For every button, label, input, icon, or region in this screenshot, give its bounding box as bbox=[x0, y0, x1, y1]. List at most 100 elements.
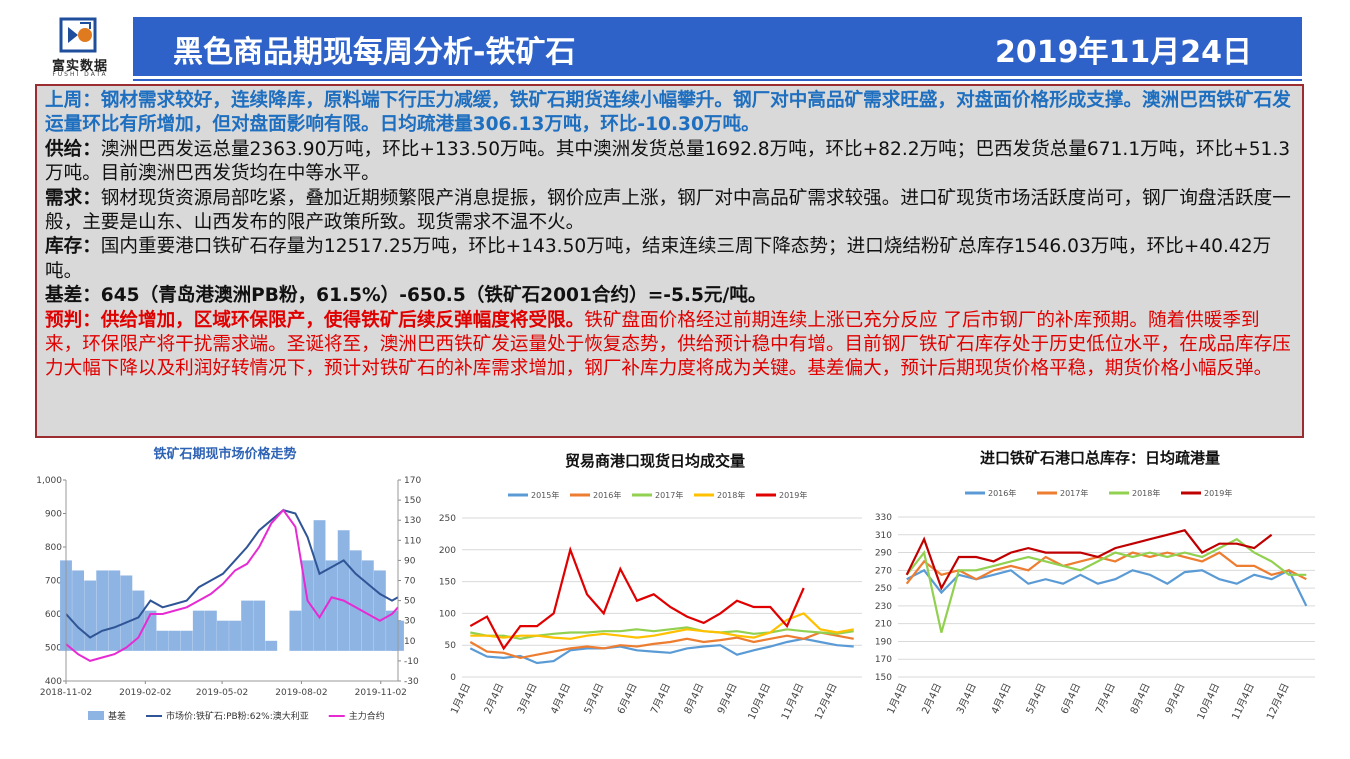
legend-label: 2016年 bbox=[593, 490, 621, 500]
label: 供给： bbox=[45, 138, 101, 160]
x-tick-label: 9月4日 bbox=[1163, 681, 1188, 716]
legend-label: 市场价:铁矿石:PB粉:62%:澳大利亚 bbox=[166, 710, 309, 722]
x-tick-label: 3月4日 bbox=[515, 681, 540, 716]
x-tick-label: 1月4日 bbox=[448, 681, 473, 716]
area-bar bbox=[156, 630, 169, 651]
text: 澳洲巴西发运总量2363.90万吨，环比+133.50万吨。其中澳洲发货总量16… bbox=[45, 138, 1291, 185]
tick-label: 210 bbox=[875, 620, 892, 630]
chart-title: 铁矿石期现市场价格走势 bbox=[152, 446, 296, 462]
paragraph: 预判：供给增加，区域环保限产，使得铁矿后续反弹幅度将受限。铁矿盘面价格经过前期连… bbox=[45, 309, 1294, 382]
x-tick-label: 12月4日 bbox=[812, 681, 839, 722]
text: 钢材需求较好，连续降库，原料端下行压力减缓，铁矿石期货连续小幅攀升。钢厂对中高品… bbox=[45, 90, 1291, 136]
area-bar bbox=[313, 520, 326, 651]
paragraph: 供给：澳洲巴西发运总量2363.90万吨，环比+133.50万吨。其中澳洲发货总… bbox=[45, 138, 1294, 187]
series-line bbox=[469, 546, 805, 651]
legend-label: 2016年 bbox=[988, 488, 1016, 498]
tick-label: 200 bbox=[439, 546, 456, 556]
series-line bbox=[905, 529, 1273, 591]
area-bar bbox=[132, 590, 145, 651]
area-bar bbox=[373, 570, 386, 651]
area-bar bbox=[301, 560, 314, 651]
tick-label: 30 bbox=[404, 617, 416, 627]
x-tick-label: 7月4日 bbox=[648, 681, 673, 716]
legend-swatch bbox=[88, 711, 104, 720]
tick-label: 150 bbox=[439, 578, 456, 588]
tick-label: 400 bbox=[45, 677, 62, 687]
x-tick-label: 11月4日 bbox=[779, 681, 806, 722]
title: 黑色商品期现每周分析-铁矿石 bbox=[173, 35, 576, 70]
x-tick-label: 5月4日 bbox=[1024, 681, 1049, 716]
paragraph: 上周：钢材需求较好，连续降库，原料端下行压力减缓，铁矿石期货连续小幅攀升。钢厂对… bbox=[45, 89, 1294, 138]
x-tick-label: 6月4日 bbox=[1058, 681, 1083, 716]
text: 铁矿盘面价格经过前期连续上涨已充分反应 了后市钢厂的补库预期。随着供暖季到来，环… bbox=[45, 309, 1291, 380]
tick-label: 170 bbox=[404, 476, 421, 486]
logo: 富实数据 FUSHI DATA bbox=[28, 15, 128, 78]
series-line bbox=[469, 637, 854, 665]
legend-label: 基差 bbox=[108, 710, 126, 722]
area-bar bbox=[168, 630, 181, 651]
area-bar bbox=[144, 610, 157, 651]
area-bar bbox=[349, 550, 362, 651]
series-line bbox=[905, 537, 1307, 633]
text: 钢材现货资源局部吃紧，叠加近期频繁限产消息提振，钢价应声上涨，钢厂对中高品矿需求… bbox=[45, 187, 1291, 234]
legend-label: 2017年 bbox=[655, 490, 683, 500]
x-tick-label: 2月4日 bbox=[919, 681, 944, 716]
x-tick-label: 9月4日 bbox=[715, 681, 740, 716]
tick-label: -30 bbox=[404, 677, 419, 687]
area-bar bbox=[386, 610, 398, 651]
x-tick-label: 2019-08-02 bbox=[275, 688, 327, 698]
area-bar bbox=[120, 575, 133, 651]
legend-label: 2018年 bbox=[1132, 488, 1160, 498]
tick-label: 190 bbox=[875, 637, 892, 647]
tick-label: 230 bbox=[875, 602, 892, 612]
date: 2019年11月24日 bbox=[995, 35, 1252, 70]
series-line bbox=[65, 508, 399, 662]
tick-label: 270 bbox=[875, 566, 892, 576]
logo-sub: FUSHI DATA bbox=[52, 71, 108, 78]
tick-label: 0 bbox=[450, 673, 456, 683]
chart-title: 贸易商港口现货日均成交量 bbox=[565, 452, 745, 470]
tick-label: 500 bbox=[45, 644, 62, 654]
tick-label: 800 bbox=[45, 543, 62, 553]
x-tick-label: 11月4日 bbox=[1230, 681, 1257, 722]
tick-label: 50 bbox=[404, 597, 416, 607]
paragraph: 需求：钢材现货资源局部吃紧，叠加近期频繁限产消息提振，钢价应声上涨，钢厂对中高品… bbox=[45, 187, 1294, 236]
label: 库存： bbox=[45, 236, 101, 258]
tick-label: 130 bbox=[404, 516, 421, 526]
area-bar bbox=[241, 600, 254, 651]
summary-box: 上周：钢材需求较好，连续降库，原料端下行压力减缓，铁矿石期货连续小幅攀升。钢厂对… bbox=[35, 84, 1304, 438]
area-bar bbox=[289, 610, 302, 651]
legend-label: 2015年 bbox=[531, 490, 559, 500]
tick-label: 10 bbox=[404, 637, 416, 647]
text: 645（青岛港澳洲PB粉，61.5%）-650.5（铁矿石2001合约）=-5.… bbox=[100, 285, 767, 307]
header-rule bbox=[133, 79, 1302, 81]
tick-label: 250 bbox=[439, 514, 456, 524]
area-bar bbox=[72, 570, 85, 651]
series-line bbox=[65, 508, 399, 639]
text: 国内重要港口铁矿石存量为12517.25万吨，环比+143.50万吨，结束连续三… bbox=[45, 236, 1272, 282]
area-bar bbox=[84, 580, 97, 651]
tick-label: 250 bbox=[875, 584, 892, 594]
area-bar bbox=[265, 640, 278, 651]
area-bar bbox=[361, 560, 374, 651]
legend-label: 主力合约 bbox=[349, 710, 385, 722]
header-bar: 黑色商品期现每周分析-铁矿石 2019年11月24日 bbox=[133, 17, 1302, 76]
label: 上周： bbox=[45, 90, 101, 111]
tick-label: 150 bbox=[875, 673, 892, 683]
tick-label: 150 bbox=[404, 496, 421, 506]
area-bar bbox=[325, 560, 338, 651]
x-tick-label: 7月4日 bbox=[1093, 681, 1118, 716]
legend-label: 2018年 bbox=[717, 490, 745, 500]
x-tick-label: 10月4日 bbox=[1195, 681, 1222, 722]
tick-label: -10 bbox=[404, 657, 419, 667]
tick-label: 1,000 bbox=[36, 476, 62, 486]
x-tick-label: 8月4日 bbox=[682, 681, 707, 716]
tick-label: 290 bbox=[875, 549, 892, 559]
lead: 供给增加，区域环保限产，使得铁矿后续反弹幅度将受限。 bbox=[100, 309, 585, 331]
label: 预判： bbox=[45, 309, 101, 331]
x-tick-label: 2月4日 bbox=[482, 681, 507, 716]
x-tick-label: 2019-11-02 bbox=[355, 688, 407, 698]
area-bar bbox=[108, 570, 121, 651]
label: 基差： bbox=[45, 285, 101, 307]
